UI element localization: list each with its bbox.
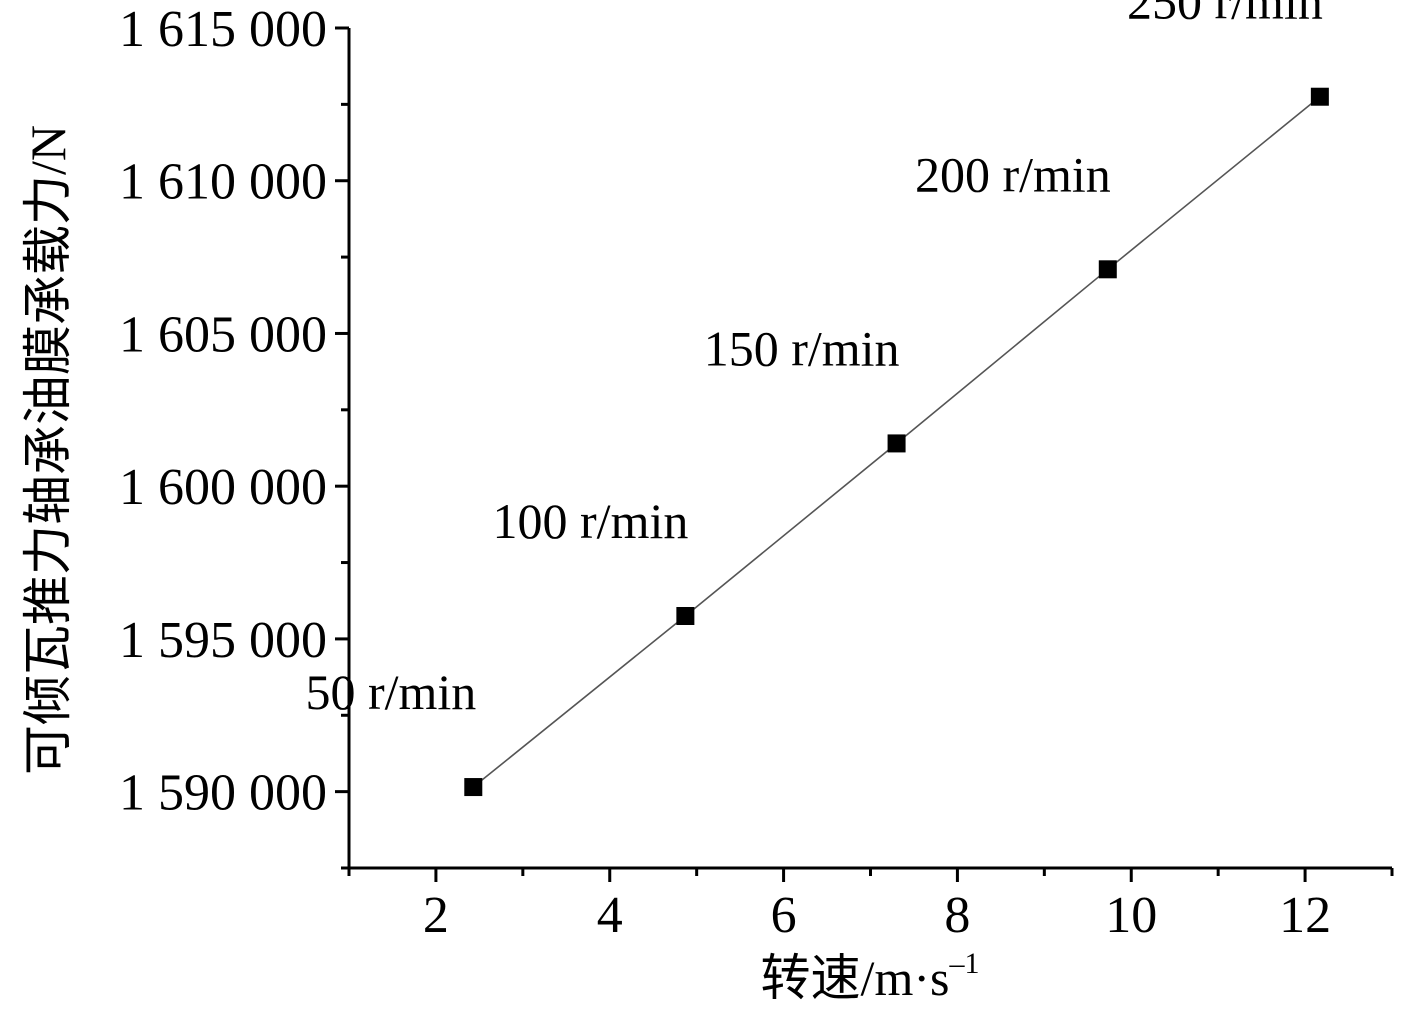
- x-axis-label: 转速/m·s–1: [761, 947, 980, 1006]
- x-tick-label: 2: [423, 887, 449, 944]
- y-tick-label: 1 590 000: [119, 765, 327, 822]
- y-tick-label: 1 610 000: [119, 154, 327, 211]
- data-series: [464, 87, 1329, 797]
- point-label: 200 r/min: [915, 146, 1111, 202]
- x-tick-label: 8: [944, 887, 970, 944]
- point-label: 250 r/min: [1127, 0, 1323, 30]
- data-point: [1310, 87, 1329, 106]
- x-tick-label: 12: [1279, 887, 1331, 944]
- y-tick-label: 1 600 000: [119, 459, 327, 516]
- point-labels: 50 r/min 100 r/min 150 r/min 200 r/min 250 r…: [305, 0, 1322, 720]
- point-label: 150 r/min: [704, 320, 900, 376]
- data-point: [464, 778, 483, 797]
- x-axis-label-superscript: –1: [948, 947, 979, 980]
- data-point: [676, 607, 695, 625]
- point-label: 100 r/min: [493, 493, 689, 549]
- y-tick-label: 1 605 000: [119, 306, 327, 363]
- x-tick-label: 4: [597, 887, 623, 944]
- x-axis-label-main: 转速/m·s: [761, 950, 950, 1006]
- data-point: [887, 434, 906, 453]
- y-axis-label: 可倾瓦推力轴承油膜承载力/N: [20, 125, 76, 775]
- x-ticks: 2 4 6 8 10 12: [347, 868, 1394, 944]
- y-tick-label: 1 595 000: [119, 612, 327, 669]
- data-point: [1098, 260, 1117, 279]
- x-tick-label: 10: [1105, 887, 1157, 944]
- y-tick-label: 1 615 000: [119, 1, 327, 58]
- axes: [347, 28, 1392, 870]
- y-ticks: 1 590 000 1 595 000 1 600 000 1 605 000 1 61…: [119, 1, 349, 870]
- point-label: 50 r/min: [305, 664, 476, 720]
- x-tick-label: 6: [771, 887, 797, 944]
